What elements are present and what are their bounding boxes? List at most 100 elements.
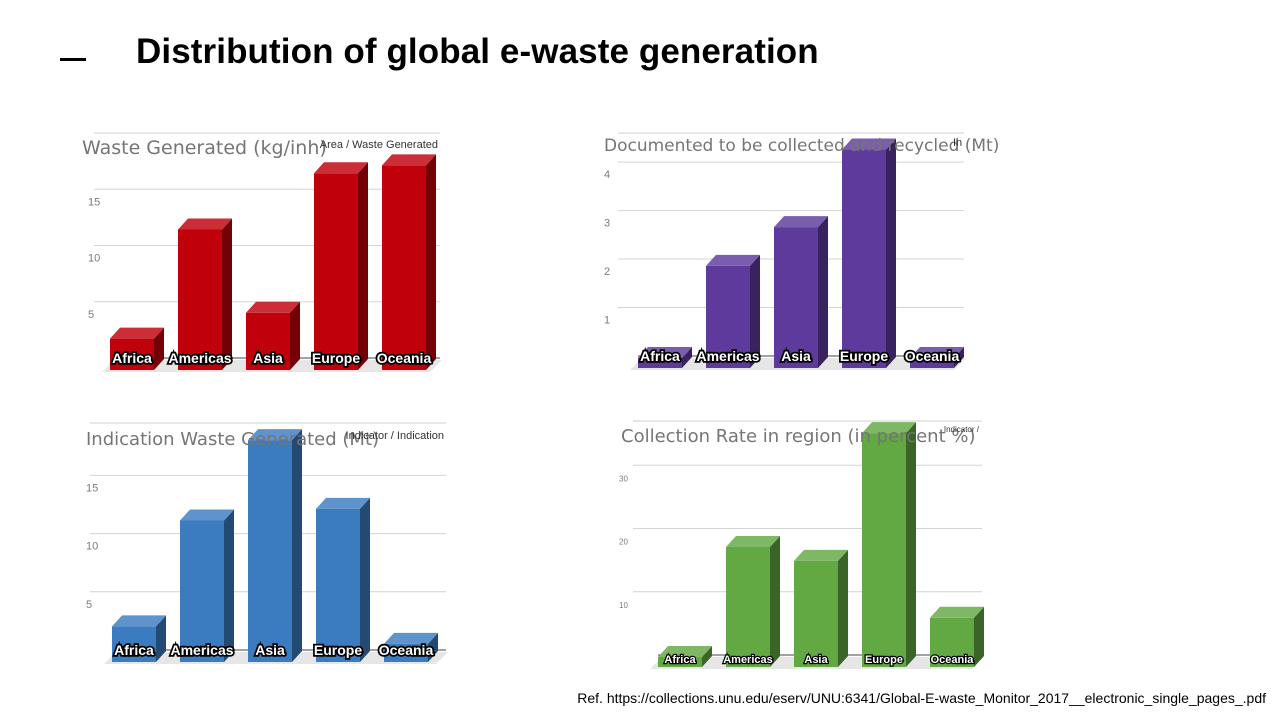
chart-documented-recycled-bar-side [886, 138, 896, 368]
chart-waste-generated-bar-top [246, 301, 300, 313]
chart-collection-rate-bar-front [658, 657, 702, 667]
chart-waste-generated-bar-side [222, 218, 232, 370]
chart-collection-rate-bar-top [726, 535, 780, 547]
chart-collection-rate-bar-top [658, 646, 712, 657]
chart-collection-rate-svg: 10 20 30 Africa Americas Asia Europe Oceania Col… [619, 420, 984, 669]
chart-documented-recycled-bar-front [706, 265, 750, 368]
chart-collection-rate-corner-label: Indicator / [944, 425, 980, 434]
chart-documented-recycled-corner-label: In [953, 137, 962, 149]
chart-documented-recycled-bar-front [842, 149, 886, 368]
chart-collection-rate-bar-side [702, 646, 712, 667]
chart-waste-generated-svg: 5 10 15 Africa Americas Asia Europe Oceania Wast… [82, 132, 442, 372]
chart-documented-recycled-bar-side [682, 347, 692, 368]
chart-collection-rate-category-label: Americas [723, 654, 773, 666]
reference-link[interactable]: Ref. https://collections.unu.edu/eserv/U… [577, 690, 1266, 706]
chart-documented-recycled-bar-side [818, 216, 828, 368]
chart-documented-recycled-bar [638, 347, 692, 368]
chart-documented-recycled-bar [910, 347, 964, 368]
chart-documented-recycled-ytick-label: 4 [604, 169, 610, 181]
chart-indication-waste-ytick-label: 15 [86, 482, 98, 494]
chart-documented-recycled-bar [706, 254, 760, 368]
chart-indication-waste-bar-front [384, 643, 428, 662]
chart-waste-generated-title: Waste Generated (kg/inh) [82, 137, 327, 159]
chart-documented-recycled: 1 2 3 4 Africa Americas Asia Europe Oceania Docum… [600, 128, 999, 380]
chart-indication-waste-bar-side [292, 429, 302, 662]
chart-documented-recycled-category-label: Americas [696, 348, 759, 364]
chart-documented-recycled-bar-top [706, 254, 760, 266]
slide-title: Distribution of global e-waste generatio… [136, 32, 819, 71]
chart-documented-recycled-bar-front [774, 227, 818, 368]
chart-indication-waste: 5 10 15 Africa Americas Asia Europe Oceania Indi… [80, 418, 450, 672]
chart-waste-generated-category-label: Africa [112, 350, 152, 366]
chart-indication-waste-category-label: Asia [255, 642, 285, 658]
chart-indication-waste-category-label: Americas [170, 642, 233, 658]
chart-documented-recycled-ytick-label: 3 [604, 218, 610, 230]
chart-documented-recycled-title: Documented to be collected and recycled … [604, 136, 999, 156]
chart-collection-rate-bar-top [794, 549, 848, 561]
chart-waste-generated-bar-front [382, 165, 426, 370]
chart-collection-rate-bar-front [862, 433, 906, 667]
chart-documented-recycled-ytick-label: 2 [604, 266, 610, 278]
chart-indication-waste-corner-label: Indicator / Indication [346, 430, 444, 442]
chart-documented-recycled-bar-front [910, 358, 954, 368]
chart-waste-generated-bar-front [246, 312, 290, 370]
chart-waste-generated-bar-front [314, 173, 358, 370]
chart-waste-generated-bar [246, 301, 300, 370]
chart-waste-generated-bar-top [382, 154, 436, 166]
chart-collection-rate-category-label: Africa [664, 654, 696, 666]
chart-collection-rate-bar [726, 535, 780, 667]
chart-collection-rate-category-label: Oceania [931, 654, 975, 666]
chart-documented-recycled-bar-top [910, 347, 964, 358]
chart-waste-generated-category-label: Americas [168, 350, 231, 366]
chart-waste-generated-ytick-label: 10 [88, 253, 100, 265]
chart-collection-rate-category-label: Europe [865, 654, 903, 666]
chart-waste-generated-bar-top [178, 218, 232, 230]
chart-documented-recycled-bar-side [954, 347, 964, 368]
chart-waste-generated-ytick-label: 5 [88, 309, 94, 321]
title-dash [60, 58, 86, 61]
chart-documented-recycled-category-label: Europe [840, 348, 888, 364]
chart-waste-generated-bar-side [154, 327, 164, 370]
chart-documented-recycled-bar-side [750, 254, 760, 368]
chart-waste-generated-bar-top [110, 327, 164, 339]
chart-documented-recycled-bar-front [638, 358, 682, 368]
chart-collection-rate-bar [862, 422, 916, 667]
chart-waste-generated-ytick-label: 15 [88, 196, 100, 208]
chart-collection-rate-bar-front [794, 560, 838, 667]
chart-waste-generated: 5 10 15 Africa Americas Asia Europe Oceania Wast… [80, 128, 450, 380]
chart-documented-recycled-bar [842, 138, 896, 368]
chart-indication-waste-bar [112, 615, 166, 662]
chart-collection-rate-category-label: Asia [804, 654, 828, 666]
chart-indication-waste-bar-front [112, 626, 156, 662]
chart-indication-waste-bar-side [156, 615, 166, 662]
chart-documented-recycled-bar [774, 216, 828, 368]
chart-waste-generated-category-label: Europe [312, 350, 360, 366]
chart-collection-rate-bar [930, 606, 984, 667]
chart-collection-rate-title: Collection Rate in region (in percent %) [621, 426, 975, 447]
chart-collection-rate-bar-side [974, 606, 984, 667]
chart-documented-recycled-ytick-label: 1 [604, 315, 610, 327]
chart-documented-recycled-category-label: Asia [781, 348, 811, 364]
chart-indication-waste-category-label: Europe [314, 642, 362, 658]
chart-documented-recycled-bar-top [842, 138, 896, 150]
chart-waste-generated-bar-side [358, 162, 368, 370]
chart-indication-waste-bar-top [248, 429, 302, 441]
chart-waste-generated-corner-label: Area / Waste Generated [320, 139, 438, 151]
chart-collection-rate-ytick-label: 20 [619, 538, 628, 547]
chart-collection-rate-bar-front [930, 617, 974, 667]
chart-collection-rate-bar-side [906, 422, 916, 667]
chart-waste-generated-bar-top [314, 162, 368, 174]
chart-collection-rate-bar-top [862, 422, 916, 434]
chart-documented-recycled-svg: 1 2 3 4 Africa Americas Asia Europe Oceania Docum… [604, 132, 999, 370]
chart-indication-waste-category-label: Africa [114, 642, 154, 658]
chart-indication-waste-bar-top [112, 615, 166, 627]
chart-waste-generated-category-label: Asia [253, 350, 283, 366]
chart-indication-waste-bar-side [360, 497, 370, 662]
chart-indication-waste-bar [384, 632, 438, 662]
chart-indication-waste-bar-top [384, 632, 438, 644]
chart-collection-rate-ytick-label: 30 [619, 474, 628, 483]
chart-indication-waste-bar-side [428, 632, 438, 662]
chart-indication-waste-ytick-label: 5 [86, 599, 92, 611]
chart-waste-generated-bar [314, 162, 368, 370]
chart-documented-recycled-category-label: Africa [640, 348, 680, 364]
